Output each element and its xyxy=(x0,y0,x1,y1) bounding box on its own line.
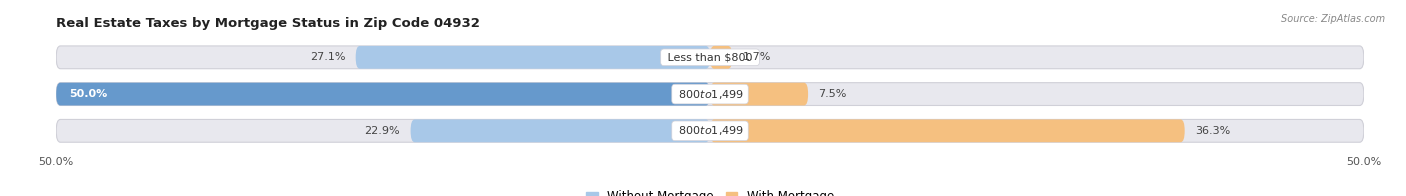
FancyBboxPatch shape xyxy=(710,83,808,105)
Text: 36.3%: 36.3% xyxy=(1195,126,1230,136)
FancyBboxPatch shape xyxy=(356,46,710,69)
Legend: Without Mortgage, With Mortgage: Without Mortgage, With Mortgage xyxy=(581,186,839,196)
Text: 27.1%: 27.1% xyxy=(309,52,346,62)
Text: 1.7%: 1.7% xyxy=(742,52,770,62)
FancyBboxPatch shape xyxy=(56,83,1364,105)
Text: $800 to $1,499: $800 to $1,499 xyxy=(675,124,745,137)
FancyBboxPatch shape xyxy=(710,119,1185,142)
Text: 50.0%: 50.0% xyxy=(69,89,108,99)
FancyBboxPatch shape xyxy=(710,46,733,69)
FancyBboxPatch shape xyxy=(56,46,1364,69)
Text: $800 to $1,499: $800 to $1,499 xyxy=(675,88,745,101)
FancyBboxPatch shape xyxy=(411,119,710,142)
Text: Less than $800: Less than $800 xyxy=(664,52,756,62)
Text: Source: ZipAtlas.com: Source: ZipAtlas.com xyxy=(1281,14,1385,24)
Text: 7.5%: 7.5% xyxy=(818,89,846,99)
FancyBboxPatch shape xyxy=(56,83,710,105)
Text: 22.9%: 22.9% xyxy=(364,126,401,136)
FancyBboxPatch shape xyxy=(56,119,1364,142)
FancyBboxPatch shape xyxy=(56,119,1364,142)
FancyBboxPatch shape xyxy=(56,83,1364,105)
FancyBboxPatch shape xyxy=(56,46,1364,69)
Text: Real Estate Taxes by Mortgage Status in Zip Code 04932: Real Estate Taxes by Mortgage Status in … xyxy=(56,17,479,30)
